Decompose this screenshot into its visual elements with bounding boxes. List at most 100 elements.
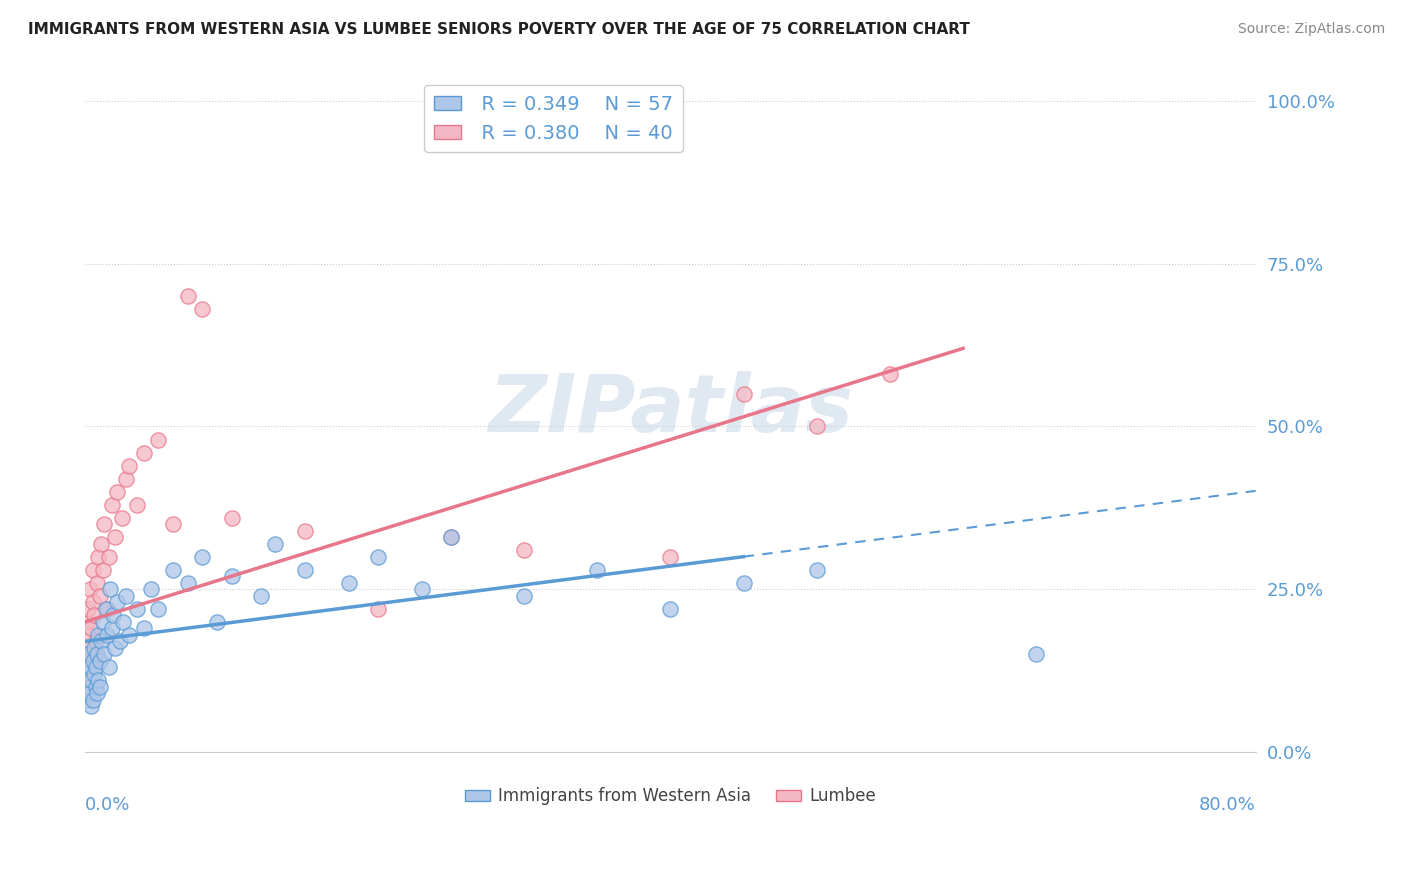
Point xyxy=(103,640,125,655)
Point xyxy=(82,595,104,609)
Point xyxy=(111,510,134,524)
Point xyxy=(440,530,463,544)
Point xyxy=(84,660,107,674)
Point xyxy=(91,563,114,577)
Point xyxy=(79,686,101,700)
Legend: Immigrants from Western Asia, Lumbee: Immigrants from Western Asia, Lumbee xyxy=(458,780,883,812)
Point xyxy=(132,621,155,635)
Point xyxy=(82,563,104,577)
Point xyxy=(221,510,243,524)
Point xyxy=(125,498,148,512)
Point xyxy=(112,615,135,629)
Point xyxy=(177,575,200,590)
Point xyxy=(191,549,214,564)
Point xyxy=(733,387,755,401)
Point xyxy=(132,445,155,459)
Point xyxy=(107,484,129,499)
Point xyxy=(586,563,609,577)
Point xyxy=(115,471,138,485)
Point xyxy=(76,693,98,707)
Point xyxy=(82,654,104,668)
Text: 0.0%: 0.0% xyxy=(86,797,131,814)
Point xyxy=(86,575,108,590)
Point xyxy=(162,517,184,532)
Point xyxy=(125,601,148,615)
Point xyxy=(100,621,122,635)
Point xyxy=(1025,648,1047,662)
Point xyxy=(79,640,101,655)
Point xyxy=(87,628,110,642)
Point xyxy=(411,582,433,597)
Text: IMMIGRANTS FROM WESTERN ASIA VS LUMBEE SENIORS POVERTY OVER THE AGE OF 75 CORREL: IMMIGRANTS FROM WESTERN ASIA VS LUMBEE S… xyxy=(28,22,970,37)
Point xyxy=(97,660,120,674)
Point xyxy=(96,628,118,642)
Point xyxy=(139,582,162,597)
Point xyxy=(513,543,536,558)
Point xyxy=(84,680,107,694)
Point xyxy=(250,589,273,603)
Point xyxy=(162,563,184,577)
Point xyxy=(80,621,103,635)
Point xyxy=(337,575,360,590)
Point xyxy=(77,648,100,662)
Point xyxy=(87,673,110,688)
Point xyxy=(82,693,104,707)
Point xyxy=(76,666,98,681)
Point xyxy=(91,615,114,629)
Point xyxy=(101,608,124,623)
Point xyxy=(89,654,111,668)
Point xyxy=(806,563,828,577)
Point xyxy=(76,648,98,662)
Point xyxy=(90,634,112,648)
Point xyxy=(148,433,170,447)
Point xyxy=(83,666,105,681)
Point xyxy=(659,549,682,564)
Point xyxy=(77,628,100,642)
Point xyxy=(83,608,105,623)
Point xyxy=(806,419,828,434)
Point xyxy=(79,660,101,674)
Point xyxy=(89,680,111,694)
Point xyxy=(440,530,463,544)
Point xyxy=(733,575,755,590)
Point xyxy=(79,582,101,597)
Text: ZIPatlas: ZIPatlas xyxy=(488,371,853,450)
Point xyxy=(83,640,105,655)
Point xyxy=(89,589,111,603)
Point xyxy=(148,601,170,615)
Point xyxy=(93,517,115,532)
Point xyxy=(367,549,389,564)
Point xyxy=(513,589,536,603)
Point xyxy=(80,699,103,714)
Point xyxy=(879,368,901,382)
Point xyxy=(76,615,98,629)
Text: 80.0%: 80.0% xyxy=(1199,797,1256,814)
Point xyxy=(77,680,100,694)
Text: Source: ZipAtlas.com: Source: ZipAtlas.com xyxy=(1237,22,1385,37)
Point xyxy=(94,601,117,615)
Point xyxy=(80,673,103,688)
Point xyxy=(97,549,120,564)
Point xyxy=(221,569,243,583)
Point xyxy=(84,634,107,648)
Point xyxy=(367,601,389,615)
Point xyxy=(177,289,200,303)
Point xyxy=(86,648,108,662)
Point xyxy=(118,628,141,642)
Point xyxy=(77,601,100,615)
Point xyxy=(96,601,118,615)
Point xyxy=(294,524,316,538)
Point xyxy=(191,302,214,317)
Point xyxy=(93,648,115,662)
Point xyxy=(294,563,316,577)
Point xyxy=(205,615,228,629)
Point xyxy=(103,530,125,544)
Point xyxy=(659,601,682,615)
Point xyxy=(86,686,108,700)
Point xyxy=(118,458,141,473)
Point xyxy=(264,536,287,550)
Point xyxy=(87,549,110,564)
Point xyxy=(107,595,129,609)
Point xyxy=(110,634,132,648)
Point xyxy=(115,589,138,603)
